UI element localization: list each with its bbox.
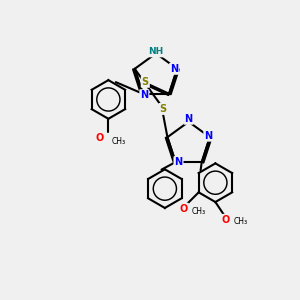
Text: S: S [142, 77, 149, 87]
Text: N: N [140, 90, 148, 100]
Text: O: O [222, 215, 230, 225]
Text: N: N [204, 131, 212, 141]
Text: O: O [180, 204, 188, 214]
Text: O: O [95, 133, 104, 143]
Text: CH₃: CH₃ [111, 136, 125, 146]
Text: S: S [159, 104, 167, 114]
Text: N: N [174, 157, 183, 167]
Text: CH₃: CH₃ [233, 217, 247, 226]
Text: N: N [170, 64, 178, 74]
Text: NH: NH [148, 47, 164, 56]
Text: CH₃: CH₃ [191, 207, 206, 216]
Text: N: N [184, 114, 193, 124]
